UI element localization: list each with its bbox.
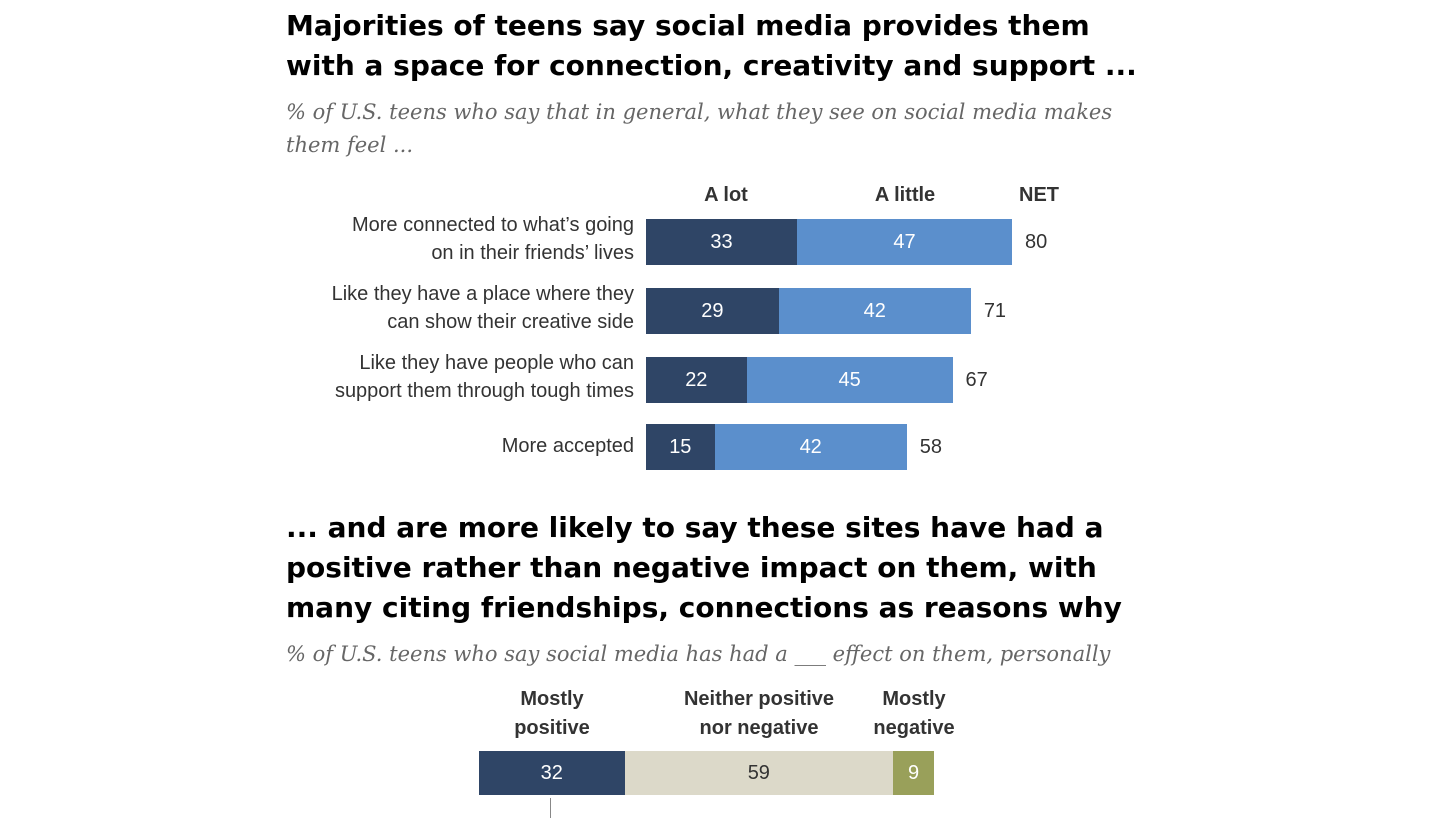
bar-neither: 59 bbox=[624, 751, 894, 795]
bar-a-little: 42 bbox=[778, 288, 971, 334]
bar-a-lot: 29 bbox=[646, 288, 779, 334]
chart-2-title: ... and are more likely to say these sit… bbox=[286, 508, 1122, 628]
legend-a-little: A little bbox=[874, 184, 936, 206]
bar-a-lot: 15 bbox=[646, 424, 715, 470]
category-label: More accepted bbox=[234, 432, 634, 460]
title-line: positive rather than negative impact on … bbox=[286, 551, 1097, 584]
legend-line: Neither positive bbox=[683, 688, 835, 710]
category-label: More connected to what’s going on in thei… bbox=[234, 211, 634, 267]
category-label: Like they have people who can support the… bbox=[234, 349, 634, 405]
bar-mostly-negative: 9 bbox=[893, 751, 934, 795]
legend-mostly-positive: Mostly positive bbox=[452, 685, 652, 743]
category-label-line: More accepted bbox=[501, 435, 634, 457]
bar-a-little: 42 bbox=[714, 424, 907, 470]
legend-mostly-negative: Mostly negative bbox=[814, 685, 1014, 743]
category-label-line: Like they have people who can bbox=[359, 352, 634, 374]
legend-line: Mostly bbox=[882, 688, 946, 710]
legend-line: negative bbox=[873, 717, 955, 739]
category-label-line: Like they have a place where they bbox=[331, 283, 634, 305]
category-label-line: support them through tough times bbox=[334, 380, 634, 402]
chart-1-title: Majorities of teens say social media pro… bbox=[286, 6, 1137, 86]
title-line: Majorities of teens say social media pro… bbox=[286, 9, 1090, 42]
bar-mostly-positive: 32 bbox=[479, 751, 625, 795]
bar-a-little: 47 bbox=[796, 219, 1012, 265]
net-value-label: 67 bbox=[965, 369, 988, 391]
legend-neither: Neither positive nor negative bbox=[659, 685, 859, 743]
net-value-label: 80 bbox=[1025, 231, 1048, 253]
legend-line: nor negative bbox=[699, 717, 819, 739]
category-label: Like they have a place where they can sho… bbox=[234, 280, 634, 336]
legend-line: Mostly bbox=[520, 688, 584, 710]
category-label-line: on in their friends’ lives bbox=[431, 242, 634, 264]
category-label-line: More connected to what’s going bbox=[351, 214, 634, 236]
legend-net: NET bbox=[1019, 184, 1059, 206]
bar-a-lot: 22 bbox=[646, 357, 747, 403]
bar-a-lot: 33 bbox=[646, 219, 797, 265]
title-line: with a space for connection, creativity … bbox=[286, 49, 1137, 82]
bar-a-little: 45 bbox=[746, 357, 953, 403]
chart-2-subtitle: % of U.S. teens who say social media has… bbox=[286, 642, 1111, 666]
net-value-label: 58 bbox=[919, 436, 943, 458]
legend-line: positive bbox=[514, 717, 590, 739]
title-line: ... and are more likely to say these sit… bbox=[286, 511, 1104, 544]
category-label-line: can show their creative side bbox=[387, 311, 634, 333]
title-line: many citing friendships, connections as … bbox=[286, 591, 1122, 624]
net-value-label: 71 bbox=[983, 300, 1007, 322]
bar-tick-mark bbox=[550, 798, 551, 818]
legend-a-lot: A lot bbox=[704, 184, 748, 206]
chart-1-subtitle: % of U.S. teens who say that in general,… bbox=[286, 100, 1113, 157]
